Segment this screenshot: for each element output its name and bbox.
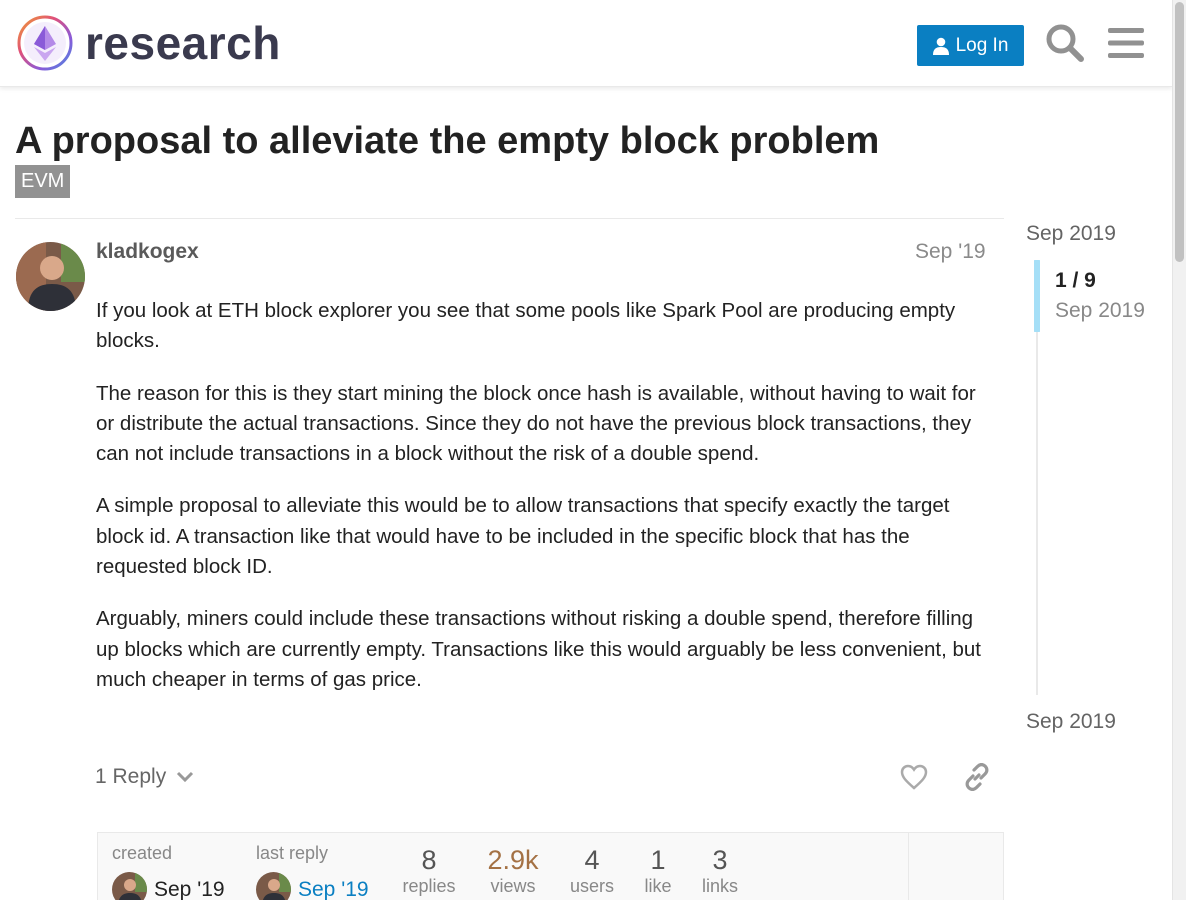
stat-label: like — [644, 876, 672, 896]
avatar[interactable] — [256, 872, 291, 900]
chevron-down-icon — [177, 771, 194, 783]
search-button[interactable] — [1043, 20, 1087, 66]
post-paragraph: The reason for this is they start mining… — [96, 381, 976, 466]
stat-likes: 1 like — [636, 845, 680, 897]
stat-label: links — [701, 876, 738, 896]
replies-label: 1 Reply — [95, 765, 167, 788]
stat-views: 2.9k views — [478, 845, 548, 897]
topic-map-divider — [908, 833, 909, 900]
scrollbar-thumb[interactable] — [1175, 2, 1184, 262]
timeline-position-date: Sep 2019 — [1055, 299, 1145, 322]
share-link-button[interactable] — [958, 760, 996, 794]
login-button[interactable]: Log In — [917, 25, 1024, 66]
last-reply-summary: last reply Sep '19 — [256, 843, 369, 900]
site-logo[interactable] — [16, 14, 74, 72]
site-header: research Log In — [0, 0, 1172, 87]
stat-label: views — [490, 876, 536, 896]
category-tag[interactable]: EVM — [15, 165, 71, 198]
post-container — [81, 219, 1004, 832]
title-divider — [15, 218, 1004, 219]
post-paragraph: If you look at ETH block explorer you se… — [96, 299, 956, 353]
timeline-handle-fill — [1034, 260, 1040, 332]
stat-value: 4 — [584, 845, 600, 875]
stat-users: 4 users — [562, 845, 622, 897]
stat-value: 8 — [421, 845, 437, 875]
stat-value: 3 — [712, 845, 728, 875]
timeline-track[interactable] — [1036, 262, 1038, 695]
created-label: created — [112, 843, 173, 863]
timeline-end-date[interactable]: Sep 2019 — [1026, 710, 1116, 733]
like-button[interactable] — [895, 760, 933, 794]
post-username[interactable]: kladkogex — [96, 240, 199, 263]
login-label: Log In — [955, 34, 1009, 56]
post-paragraph: A simple proposal to alleviate this woul… — [96, 494, 950, 579]
stat-label: users — [569, 876, 614, 896]
post-date[interactable]: Sep '19 — [915, 240, 986, 263]
topic-map: created Sep '19 last reply Sep '19 8 rep… — [97, 832, 1004, 900]
page-scrollbar[interactable] — [1172, 0, 1186, 900]
link-icon — [965, 763, 989, 791]
stat-value: 2.9k — [487, 845, 539, 875]
created-date: Sep '19 — [154, 877, 225, 900]
menu-button[interactable] — [1104, 20, 1148, 66]
created-summary: created Sep '19 — [112, 843, 225, 900]
site-brand[interactable]: research — [85, 17, 281, 69]
timeline-position: 1 / 9 — [1055, 269, 1096, 292]
avatar[interactable] — [112, 872, 147, 900]
post-content: If you look at ETH block explorer you se… — [96, 296, 992, 717]
user-icon — [932, 37, 949, 55]
hamburger-menu-icon — [1108, 28, 1144, 58]
stat-value: 1 — [650, 845, 666, 875]
stat-label: replies — [402, 876, 456, 896]
heart-icon — [900, 764, 928, 790]
post-paragraph: Arguably, miners could include these tra… — [96, 607, 981, 691]
stat-links: 3 links — [696, 845, 744, 897]
last-reply-label: last reply — [256, 843, 329, 863]
search-icon — [1046, 24, 1084, 62]
avatar[interactable] — [16, 242, 85, 311]
stat-replies: 8 replies — [394, 845, 464, 897]
timeline-handle[interactable] — [1034, 260, 1040, 332]
timeline-start-date[interactable]: Sep 2019 — [1026, 222, 1116, 245]
show-replies-button[interactable]: 1 Reply — [95, 760, 194, 794]
last-reply-date[interactable]: Sep '19 — [298, 877, 369, 900]
topic-title[interactable]: A proposal to alleviate the empty block … — [15, 120, 880, 162]
